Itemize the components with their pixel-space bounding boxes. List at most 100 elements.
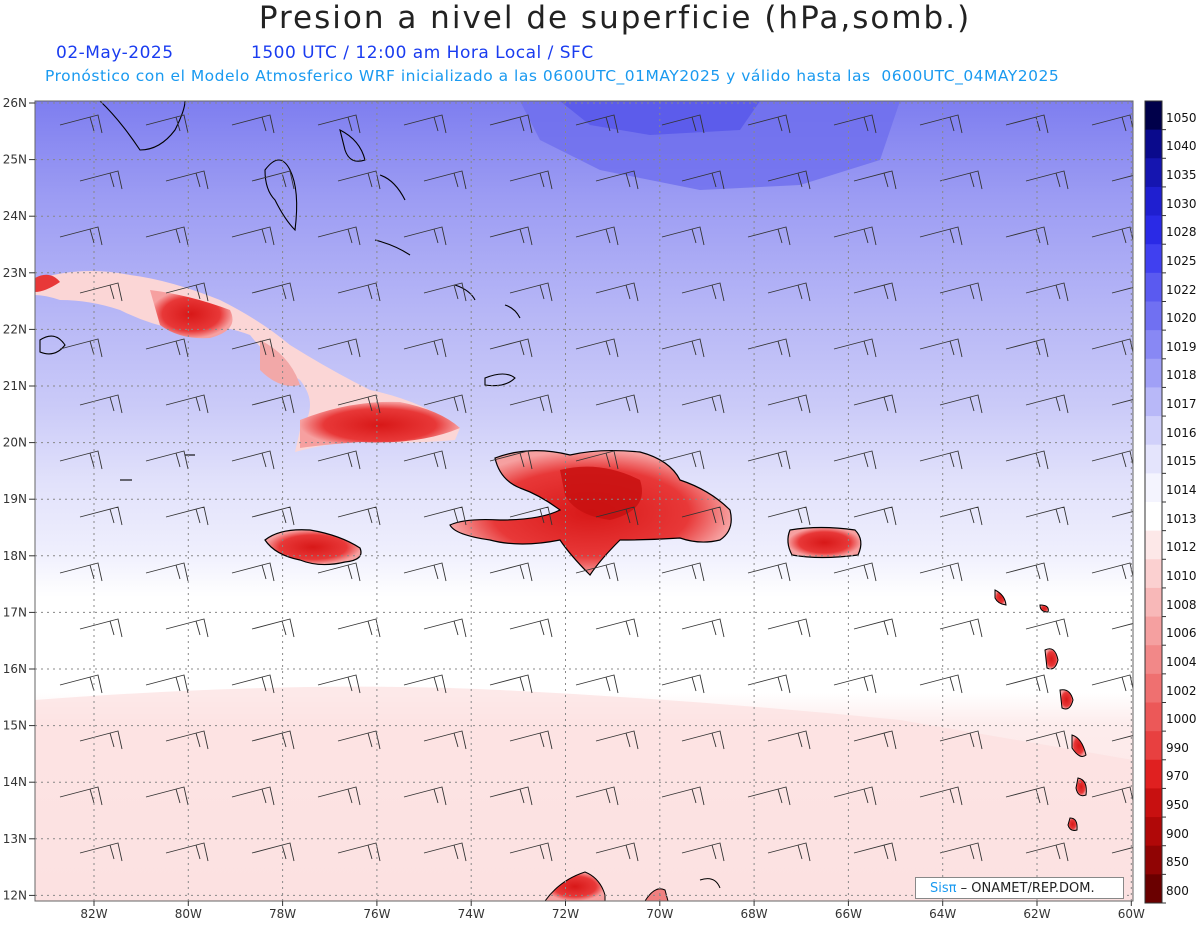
- wind-barb: [317, 786, 361, 806]
- wind-barb: [767, 394, 811, 414]
- wind-barb: [919, 674, 963, 694]
- lat-label: 15N: [3, 719, 27, 733]
- colorbar-label: 1004: [1166, 654, 1197, 669]
- wind-barb: [853, 730, 897, 750]
- colorbar-label: 1013: [1166, 511, 1197, 526]
- wind-barb: [1005, 674, 1049, 694]
- wind-barb: [145, 562, 189, 582]
- lon-label: 78W: [269, 907, 296, 921]
- lat-label: 13N: [3, 832, 27, 846]
- wind-barbs: [59, 114, 1133, 862]
- wind-barb: [747, 338, 791, 358]
- lat-label: 18N: [3, 549, 27, 563]
- wind-barb: [423, 618, 467, 638]
- wind-barb: [165, 394, 209, 414]
- wind-barb: [661, 338, 705, 358]
- colorbar-label: 1020: [1166, 311, 1197, 326]
- wind-barb: [1111, 735, 1133, 742]
- wind-barb: [939, 506, 983, 526]
- wind-barb: [317, 338, 361, 358]
- colorbar-swatch: [1145, 759, 1162, 789]
- wind-barb: [165, 730, 209, 750]
- colorbar-label: 1050: [1166, 110, 1197, 125]
- wind-barb: [79, 730, 123, 750]
- wind-barb: [595, 506, 639, 526]
- wind-barb: [747, 226, 791, 246]
- credit-box: Sisπ – ONAMET/REP.DOM.: [915, 877, 1124, 899]
- wind-barb: [833, 674, 877, 694]
- lon-label: 76W: [363, 907, 390, 921]
- colorbar-swatch: [1145, 101, 1162, 131]
- lat-label: 26N: [3, 96, 27, 110]
- wind-barb: [767, 730, 811, 750]
- latitude-labels: 26N 25N 24N 23N 22N 21N 20N 19N 18N 17N 16N 15N 14N 1…: [3, 96, 35, 902]
- colorbar-swatch: [1145, 387, 1162, 417]
- wind-barb: [853, 282, 897, 302]
- wind-barb: [509, 394, 553, 414]
- credit-org: – ONAMET/REP.DOM.: [956, 881, 1095, 896]
- wind-barb: [145, 786, 189, 806]
- colorbar-swatch: [1145, 186, 1162, 217]
- wind-barb: [681, 506, 725, 526]
- colorbar-label: 1008: [1166, 597, 1197, 612]
- credit-brand: Sisπ: [930, 881, 957, 896]
- wind-barb: [919, 562, 963, 582]
- wind-barb: [681, 394, 725, 414]
- wind-barb: [747, 114, 791, 134]
- wind-barb: [575, 674, 619, 694]
- valid-time: 1500 UTC / 12:00 am Hora Local / SFC: [251, 43, 594, 63]
- wind-barb: [79, 618, 123, 638]
- lat-label: 23N: [3, 266, 27, 280]
- wind-barb: [509, 730, 553, 750]
- wind-barb: [165, 618, 209, 638]
- wind-barb: [165, 170, 209, 190]
- wind-barb: [575, 114, 619, 134]
- wind-barb: [79, 170, 123, 190]
- wind-barb: [1025, 730, 1069, 750]
- wind-barb: [59, 226, 103, 246]
- wind-barb: [145, 674, 189, 694]
- wind-barb: [423, 170, 467, 190]
- wind-barb: [251, 730, 295, 750]
- colorbar-swatch: [1145, 129, 1162, 159]
- lon-label: 80W: [175, 907, 202, 921]
- colorbar-swatch: [1145, 817, 1162, 847]
- lesser-antilles: [994, 589, 1087, 831]
- colorbar-frame: [1144, 100, 1163, 904]
- wind-barb: [165, 282, 209, 302]
- wind-barb: [661, 786, 705, 806]
- wind-barb: [595, 730, 639, 750]
- wind-barb: [681, 282, 725, 302]
- wind-barb: [317, 562, 361, 582]
- wind-barb: [489, 450, 533, 470]
- colorbar-label: 1002: [1166, 683, 1197, 698]
- wind-barb: [59, 562, 103, 582]
- colorbar-label: 950: [1166, 798, 1189, 813]
- colorbar-label: 1017: [1166, 397, 1197, 412]
- wind-barb: [231, 786, 275, 806]
- lat-lon-grid: [35, 101, 1133, 901]
- colorbar-label: 1012: [1166, 540, 1197, 555]
- wind-barb: [165, 842, 209, 862]
- colorbar-label: 1000: [1166, 712, 1197, 727]
- lat-label: 16N: [3, 662, 27, 676]
- colorbar-swatch: [1145, 788, 1162, 818]
- wind-barb: [939, 730, 983, 750]
- lon-label: 66W: [835, 907, 862, 921]
- wind-barb: [231, 338, 275, 358]
- wind-barb: [595, 170, 639, 190]
- colorbar-swatch: [1145, 444, 1162, 474]
- wind-barb: [919, 114, 963, 134]
- wind-barb: [231, 674, 275, 694]
- wind-barb: [59, 450, 103, 470]
- wind-barb: [853, 170, 897, 190]
- colorbar-label: 1035: [1166, 167, 1197, 182]
- wind-barb: [1111, 287, 1133, 294]
- wind-barb: [661, 226, 705, 246]
- wind-barb: [489, 562, 533, 582]
- wind-barb: [939, 618, 983, 638]
- wind-barb: [681, 170, 725, 190]
- wind-barb: [833, 114, 877, 134]
- wind-barb: [337, 394, 381, 414]
